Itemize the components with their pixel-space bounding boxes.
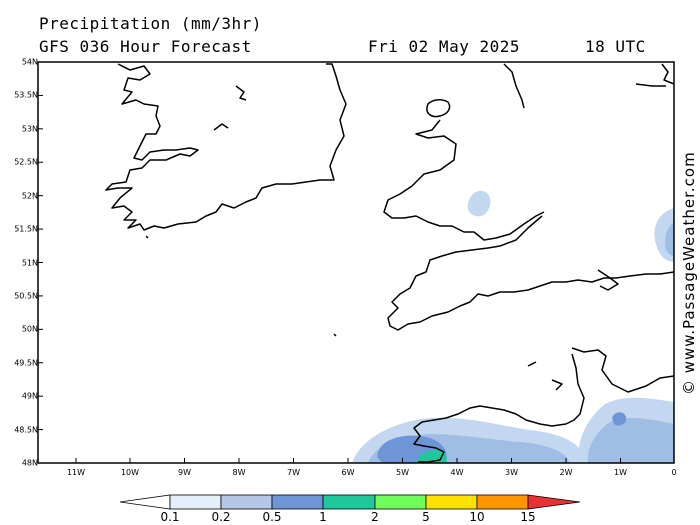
- legend-swatch-5: [374, 494, 427, 510]
- legend-label: 0.5: [262, 510, 282, 524]
- map-frame: [37, 61, 675, 464]
- isle-of-man: [503, 63, 525, 109]
- precipitation-layer: [352, 190, 674, 463]
- forecast-date: Fri 02 May 2025: [368, 37, 520, 56]
- lon-label: 9W: [178, 468, 191, 477]
- legend-label: 15: [520, 510, 536, 524]
- ireland-islet-3: [145, 235, 149, 239]
- coastline-layer: [105, 63, 675, 463]
- legend-label: 0.2: [211, 510, 231, 524]
- precip-area-channel: [467, 190, 491, 217]
- lat-label: 51N: [21, 258, 38, 267]
- channel-island-2: [551, 379, 563, 391]
- lon-label: 2W: [559, 468, 573, 477]
- lon-label: 6W: [341, 468, 355, 477]
- ireland-coastline: [105, 63, 347, 231]
- lat-label: 48.5N: [14, 425, 38, 435]
- france-normandy-coastline: [571, 347, 675, 393]
- channel-island: [527, 361, 537, 367]
- lon-label: 0: [671, 468, 677, 477]
- england-east-coast: [635, 63, 675, 87]
- wales-coastline: [383, 119, 545, 241]
- legend-label: 0.1: [160, 510, 180, 524]
- lat-label: 49.5N: [14, 358, 38, 368]
- wales-anglesey: [426, 99, 451, 118]
- precip-area-south-east-mid: [587, 418, 674, 463]
- lon-label: 11W: [66, 468, 86, 477]
- lon-label: 4W: [450, 468, 464, 477]
- ireland-islet-2: [213, 123, 229, 131]
- lat-label: 50.5N: [14, 291, 38, 301]
- color-legend: [119, 494, 581, 510]
- tick-marks: [38, 94, 621, 463]
- precip-area-east-inner: [664, 222, 674, 256]
- lat-label: 50N: [21, 324, 38, 334]
- lat-label: 54N: [21, 57, 38, 67]
- legend-swatch-4: [322, 494, 376, 510]
- england-south-west-coastline: [387, 215, 675, 331]
- lat-label: 52N: [21, 191, 38, 201]
- legend-swatch-6: [425, 494, 478, 510]
- ireland-islet: [235, 85, 247, 101]
- lat-label: 53.5N: [14, 90, 38, 100]
- france-brittany-coastline: [413, 405, 567, 463]
- france-cotentin: [565, 353, 585, 425]
- lon-label: 1W: [614, 468, 627, 477]
- lat-label: 52.5N: [14, 157, 38, 167]
- lat-label: 48N: [21, 458, 38, 468]
- legend-swatch-3: [271, 494, 324, 510]
- legend-swatch-1: [169, 494, 222, 510]
- precip-area-cell: [612, 412, 627, 426]
- legend-label: 10: [469, 510, 485, 524]
- lon-label: 5W: [396, 468, 409, 477]
- forecast-model: GFS 036 Hour Forecast: [39, 37, 252, 56]
- legend-swatch-2: [220, 494, 273, 510]
- lon-label: 10W: [120, 468, 140, 477]
- isle-of-wight: [597, 269, 619, 291]
- lon-label: 8W: [232, 468, 246, 477]
- legend-arrow-right: [527, 494, 581, 510]
- lat-label: 53N: [21, 124, 38, 134]
- legend-arrow-left: [119, 494, 171, 510]
- legend-label: 2: [371, 510, 379, 524]
- legend-label: 5: [422, 510, 430, 524]
- legend-swatch-7: [476, 494, 529, 510]
- lon-label: 7W: [287, 468, 300, 477]
- lat-label: 51.5N: [14, 224, 38, 234]
- map-title: Precipitation (mm/3hr): [39, 14, 262, 33]
- lon-label: 3W: [505, 468, 518, 477]
- forecast-time: 18 UTC: [585, 37, 646, 56]
- site-credit: © www.PassageWeather.com: [680, 151, 698, 395]
- legend-label: 1: [319, 510, 327, 524]
- lat-label: 49N: [21, 391, 38, 401]
- ushant-island: [333, 333, 337, 337]
